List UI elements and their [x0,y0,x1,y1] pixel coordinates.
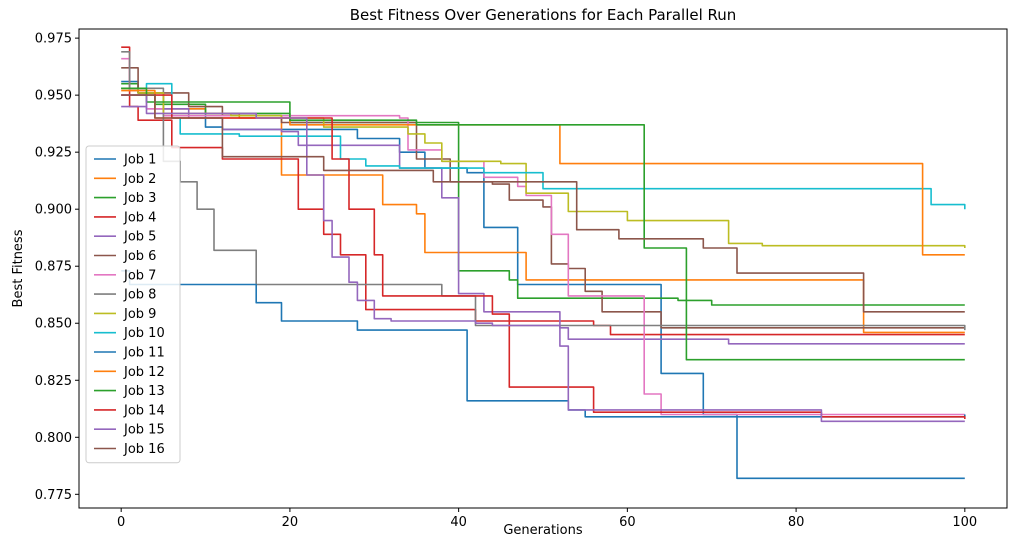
x-tick-label: 20 [282,515,299,530]
legend-label: Job 2 [123,172,156,187]
legend-label: Job 11 [123,346,165,361]
y-tick-label: 0.900 [35,203,72,218]
series-layer [121,46,966,480]
series-line-job-8 [121,51,966,331]
y-tick-label: 0.800 [35,431,72,446]
series-line-job-15 [121,94,965,423]
series-line-job-7 [121,57,965,416]
x-tick-label: 80 [788,515,805,530]
series-line-job-4 [121,46,965,336]
legend-label: Job 12 [123,365,165,380]
legend-label: Job 8 [123,288,156,303]
x-tick-label: 100 [952,515,977,530]
series-line-job-3 [121,82,965,306]
series-line-job-14 [121,94,966,419]
x-axis-label: Generations [503,523,583,538]
legend-label: Job 3 [123,191,156,206]
x-tick-label: 40 [450,515,467,530]
y-tick-label: 0.925 [35,146,72,161]
legend-box [85,145,181,464]
y-tick-label: 0.850 [35,317,72,332]
legend-label: Job 13 [123,384,165,399]
ticks-layer: 0 20 40 60 80 100 0.775 0.800 0.825 0.850 0.875 0.9… [35,32,977,530]
legend-label: Job 1 [123,153,156,168]
legend-label: Job 6 [123,249,156,264]
legend-label: Job 5 [123,230,156,245]
series-line-job-16 [121,94,965,313]
y-tick-label: 0.875 [35,260,72,275]
legend-label: Job 10 [123,326,165,341]
chart-title: Best Fitness Over Generations for Each P… [350,6,737,24]
series-line-job-13 [121,87,965,361]
legend-label: Job 7 [123,268,156,283]
legend-label: Job 9 [123,307,156,322]
x-tick-label: 60 [619,515,636,530]
y-axis-label: Best Fitness [11,229,26,307]
y-tick-label: 0.825 [35,374,72,389]
plot-frame [78,28,1008,509]
x-tick-label: 0 [117,515,125,530]
legend-label: Job 16 [123,442,165,457]
legend-label: Job 14 [123,403,165,418]
y-tick-label: 0.975 [35,32,72,47]
legend: Job 1 Job 2 Job 3 Job 4 Job 5 Job 6 Job 7 Job 8… [85,145,181,464]
legend-label: Job 15 [123,423,165,438]
legend-label: Job 4 [123,210,156,225]
series-line-job-5 [121,105,965,345]
series-line-job-6 [121,67,965,329]
y-tick-label: 0.950 [35,89,72,104]
y-tick-label: 0.775 [35,488,72,503]
series-line-job-9 [121,87,966,248]
